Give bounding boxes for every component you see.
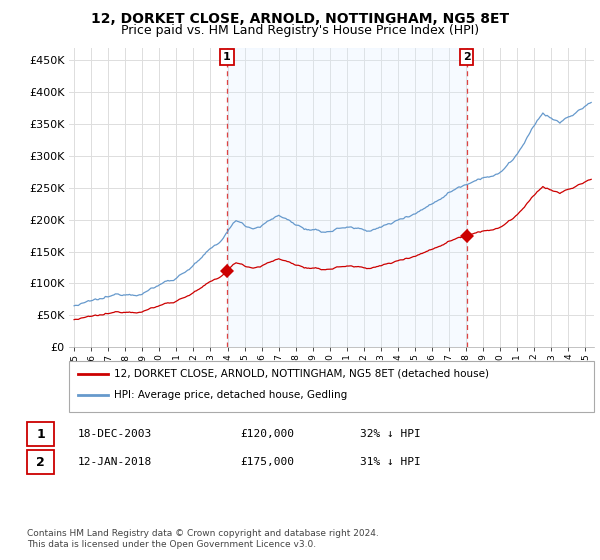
Text: 32% ↓ HPI: 32% ↓ HPI xyxy=(360,429,421,439)
Text: 31% ↓ HPI: 31% ↓ HPI xyxy=(360,457,421,467)
Text: Contains HM Land Registry data © Crown copyright and database right 2024.
This d: Contains HM Land Registry data © Crown c… xyxy=(27,529,379,549)
Text: HPI: Average price, detached house, Gedling: HPI: Average price, detached house, Gedl… xyxy=(114,390,347,400)
Text: 1: 1 xyxy=(37,427,45,441)
Text: 2: 2 xyxy=(37,455,45,469)
Text: 12, DORKET CLOSE, ARNOLD, NOTTINGHAM, NG5 8ET (detached house): 12, DORKET CLOSE, ARNOLD, NOTTINGHAM, NG… xyxy=(114,368,489,379)
Text: 12-JAN-2018: 12-JAN-2018 xyxy=(78,457,152,467)
Text: 1: 1 xyxy=(223,52,231,62)
Bar xyxy=(227,48,467,347)
Text: Price paid vs. HM Land Registry's House Price Index (HPI): Price paid vs. HM Land Registry's House … xyxy=(121,24,479,36)
Text: 12, DORKET CLOSE, ARNOLD, NOTTINGHAM, NG5 8ET: 12, DORKET CLOSE, ARNOLD, NOTTINGHAM, NG… xyxy=(91,12,509,26)
Text: £120,000: £120,000 xyxy=(240,429,294,439)
Text: 18-DEC-2003: 18-DEC-2003 xyxy=(78,429,152,439)
Text: £175,000: £175,000 xyxy=(240,457,294,467)
Text: 2: 2 xyxy=(463,52,471,62)
